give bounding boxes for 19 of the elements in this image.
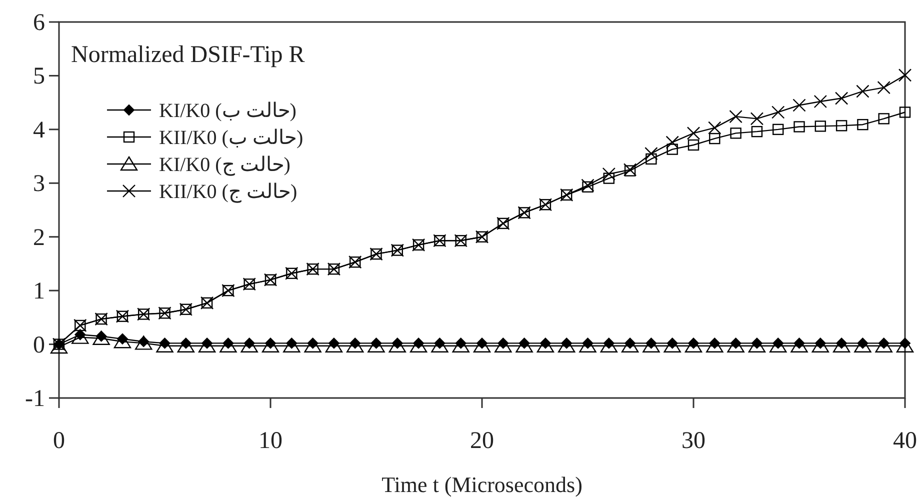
legend-label: KI/K0 (حالت ج) (159, 154, 290, 176)
y-tick-label: 4 (33, 117, 45, 144)
x-tick-label: 10 (258, 428, 282, 454)
y-tick-label: 5 (33, 64, 45, 90)
x-tick-label: 0 (53, 428, 65, 454)
x-tick-label: 40 (893, 428, 917, 454)
y-tick-label: 1 (33, 278, 45, 305)
x-tick-label: 20 (470, 428, 494, 454)
y-tick-label: 0 (33, 332, 45, 358)
y-tick-label: 3 (33, 171, 45, 198)
y-tick-label: 2 (33, 224, 45, 251)
legend-label: KI/K0 (حالت ب) (159, 100, 296, 122)
y-tick-label: -1 (25, 386, 45, 412)
x-tick-label: 30 (682, 428, 706, 454)
legend-label: KII/K0 (حالت ج) (159, 181, 298, 203)
x-axis-title: Time t (Microseconds) (382, 472, 582, 497)
legend-label: KII/K0 (حالت ب) (159, 127, 304, 149)
y-tick-label: 6 (33, 10, 45, 36)
text: Normalized DSIF-Tip R (71, 42, 305, 68)
